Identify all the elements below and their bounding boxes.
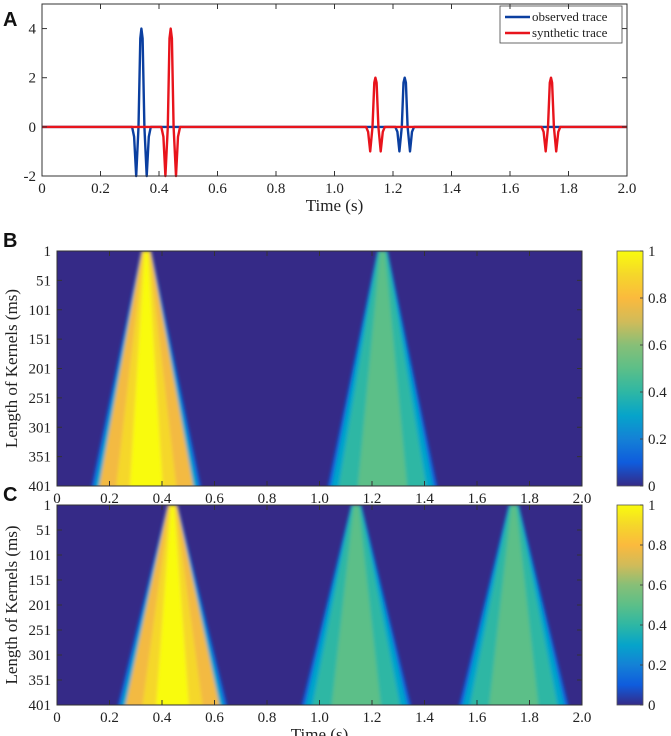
y-tick-label: 101: [29, 548, 52, 564]
x-tick-label: 0: [38, 181, 46, 197]
y-tick-label: 151: [29, 332, 52, 348]
y-tick-label: -2: [24, 169, 37, 185]
colorbar: [616, 250, 644, 487]
heatmap-band: [156, 505, 189, 705]
y-tick-label: 101: [29, 303, 52, 319]
y-tick-label: 301: [29, 420, 52, 436]
colorbar-tick-label: 0.4: [648, 385, 667, 401]
y-tick-label: 51: [36, 273, 51, 289]
y-axis-label: Length of Kernels (ms): [2, 289, 21, 448]
y-tick-label: 1: [44, 244, 52, 260]
legend-box: [499, 5, 623, 44]
heatmap-regions: [117, 505, 569, 705]
x-tick-label: 1.2: [384, 181, 403, 197]
heatmap-regions: [91, 251, 438, 486]
y-tick-label: 0: [29, 120, 37, 136]
x-tick-label: 1.2: [363, 491, 382, 507]
x-axis-label: Time (s): [306, 196, 363, 215]
x-tick-label: 0.6: [208, 181, 227, 197]
colorbar-tick-label: 0.2: [648, 658, 667, 674]
y-tick-label: 401: [29, 479, 52, 495]
colorbar-tick-label: 0.6: [648, 578, 667, 594]
colorbar-tick-label: 0.2: [648, 432, 667, 448]
x-tick-label: 2.0: [618, 181, 637, 197]
colorbar-tick-label: 0: [648, 479, 656, 495]
x-tick-label: 0: [53, 710, 61, 726]
panel-A: [41, 3, 628, 178]
x-tick-label: 1.6: [501, 181, 520, 197]
y-tick-label: 201: [29, 598, 52, 614]
x-tick-label: 0.4: [150, 181, 169, 197]
y-tick-label: 2: [29, 71, 37, 87]
x-tick-label: 1.6: [468, 710, 487, 726]
x-tick-label: 1.4: [415, 491, 434, 507]
colorbar: [616, 504, 644, 706]
x-tick-label: 1.6: [468, 491, 487, 507]
y-tick-label: 4: [29, 22, 37, 38]
x-tick-label: 1.8: [520, 491, 539, 507]
heatmap-region-1: [117, 505, 228, 705]
colorbar-tick-label: 0.4: [648, 618, 667, 634]
x-tick-label: 1.0: [310, 491, 329, 507]
x-tick-label: 0.8: [258, 491, 277, 507]
x-tick-label: 1.2: [363, 710, 382, 726]
y-tick-label: 1: [44, 498, 52, 514]
heatmap-region-1: [91, 251, 201, 486]
legend: [499, 5, 623, 44]
x-tick-label: 2.0: [573, 491, 592, 507]
colorbar-tick-label: 0: [648, 698, 656, 714]
legend-entry: synthetic trace: [532, 25, 608, 40]
colorbar-tick-label: 0.8: [648, 538, 667, 554]
x-tick-label: 0.6: [205, 710, 224, 726]
x-tick-label: 1.0: [310, 710, 329, 726]
colorbar-tick-label: 1: [648, 498, 656, 514]
panel-B: [56, 250, 644, 487]
series-line-observed: [42, 27, 627, 178]
heatmap-region-3: [459, 505, 569, 705]
heatmap-region-2: [327, 251, 438, 486]
panel-label: A: [3, 9, 17, 31]
colorbar-tick-label: 0.8: [648, 291, 667, 307]
x-tick-label: 0.4: [153, 491, 172, 507]
heatmap-region-2: [301, 505, 411, 705]
x-tick-label: 1.8: [559, 181, 578, 197]
heatmap-band: [129, 251, 163, 486]
colorbar-tick-label: 1: [648, 244, 656, 260]
x-tick-label: 2.0: [573, 710, 592, 726]
trace-lines: [42, 27, 627, 178]
heatmap-band: [331, 505, 381, 705]
x-tick-label: 0.2: [91, 181, 110, 197]
legend-entry: observed trace: [532, 9, 608, 24]
x-tick-label: 1.4: [442, 181, 461, 197]
y-tick-label: 301: [29, 648, 52, 664]
x-tick-label: 0.8: [258, 710, 277, 726]
x-tick-label: 0.4: [153, 710, 172, 726]
x-tick-label: 0.2: [100, 491, 119, 507]
x-tick-label: 0: [53, 491, 61, 507]
x-axis-label: Time (s): [291, 725, 348, 736]
panel-label: C: [3, 484, 17, 506]
y-axis-label: Length of Kernels (ms): [2, 525, 21, 684]
x-tick-label: 1.0: [325, 181, 344, 197]
heatmap-band: [489, 505, 539, 705]
y-tick-label: 401: [29, 698, 52, 714]
x-tick-label: 0.2: [100, 710, 119, 726]
x-tick-label: 0.6: [205, 491, 224, 507]
y-tick-label: 151: [29, 573, 52, 589]
y-tick-label: 201: [29, 362, 52, 378]
y-tick-label: 51: [36, 523, 51, 539]
x-tick-label: 1.8: [520, 710, 539, 726]
panel-C: [56, 504, 644, 706]
y-tick-label: 251: [29, 623, 52, 639]
series-line-synthetic: [42, 27, 627, 178]
y-tick-label: 351: [29, 450, 52, 466]
x-tick-label: 0.8: [267, 181, 286, 197]
panel-label: B: [3, 230, 17, 252]
y-tick-label: 351: [29, 673, 52, 689]
colorbar-tick-label: 0.6: [648, 338, 667, 354]
y-tick-label: 251: [29, 391, 52, 407]
x-tick-label: 1.4: [415, 710, 434, 726]
heatmap-band: [357, 251, 408, 486]
